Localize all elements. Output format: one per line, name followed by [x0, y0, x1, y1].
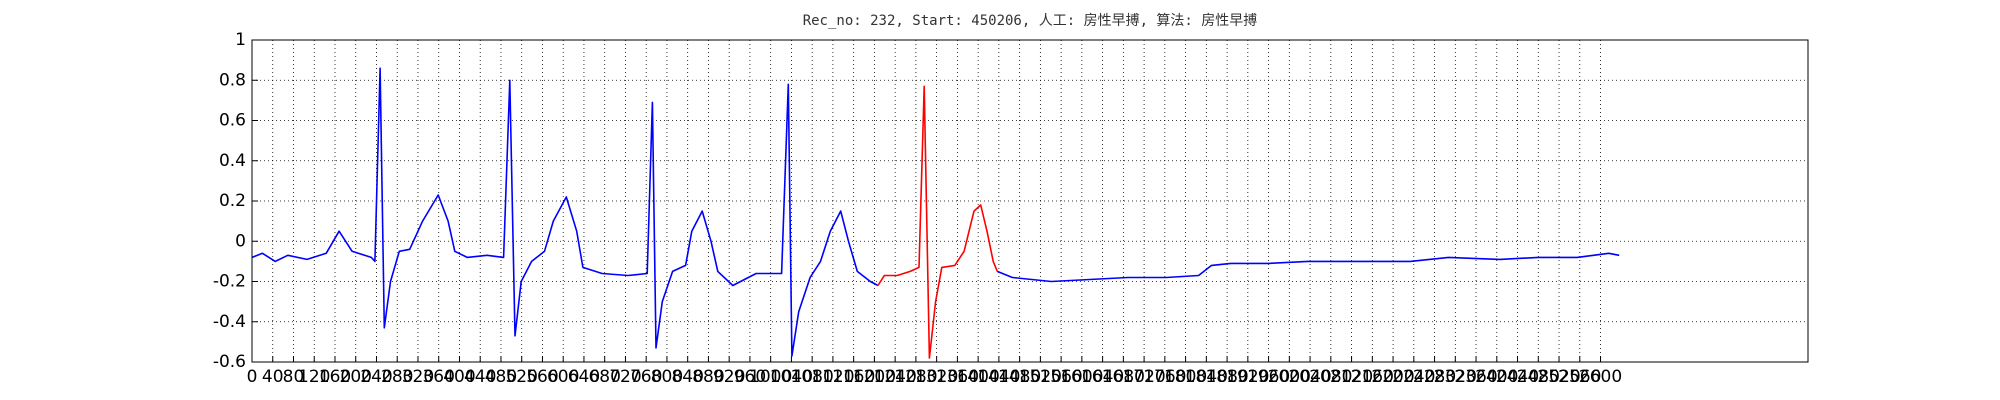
- x-tick-label: 2360: [1454, 367, 1497, 387]
- x-tick-label: 1640: [1081, 367, 1124, 387]
- chart-title: Rec_no: 232, Start: 450206, 人工: 房性早搏, 算法…: [803, 12, 1258, 29]
- x-tick-label: 1440: [977, 367, 1020, 387]
- x-tick-label: 1680: [1102, 367, 1145, 387]
- x-tick-label: 560: [526, 367, 558, 387]
- plot-frame: [251, 39, 1809, 363]
- x-tick-label: 1520: [1019, 367, 1062, 387]
- y-tick-label: -0.2: [213, 272, 246, 292]
- x-tick-label: 2280: [1413, 367, 1456, 387]
- x-tick-label: 920: [713, 367, 745, 387]
- x-tick-label: 360: [422, 367, 454, 387]
- x-tick-label: 2320: [1434, 367, 1477, 387]
- x-tick-label: 880: [692, 367, 724, 387]
- y-tick-label: 0.8: [219, 70, 246, 90]
- x-tick-label: 1080: [791, 367, 834, 387]
- y-tick-label: 0.4: [219, 151, 246, 171]
- x-tick-label: 1560: [1039, 367, 1082, 387]
- y-tick-label: 0: [235, 231, 246, 251]
- x-tick-label: 1920: [1226, 367, 1269, 387]
- x-tick-label: 1800: [1164, 367, 1207, 387]
- x-tick-label: 2160: [1351, 367, 1394, 387]
- x-tick-label: 2120: [1330, 367, 1373, 387]
- x-tick-label: 2080: [1309, 367, 1352, 387]
- x-tick-label: 40: [262, 367, 284, 387]
- x-tick-label: 680: [588, 367, 620, 387]
- x-tick-label: 1160: [832, 367, 875, 387]
- x-tick-label: 2560: [1558, 367, 1601, 387]
- x-tick-label: 840: [671, 367, 703, 387]
- y-tick-label: -0.6: [213, 352, 246, 372]
- x-tick-label: 1360: [936, 367, 979, 387]
- x-tick-label: 280: [381, 367, 413, 387]
- x-tick-label: 160: [319, 367, 351, 387]
- x-tick-label: 2400: [1475, 367, 1518, 387]
- x-tick-label: 2040: [1288, 367, 1331, 387]
- x-tick-label: 1880: [1205, 367, 1248, 387]
- x-tick-label: 1000: [749, 367, 792, 387]
- y-tick-label: -0.4: [213, 312, 246, 332]
- x-tick-label: 80: [283, 367, 305, 387]
- x-tick-label: 1320: [915, 367, 958, 387]
- x-tick-label: 440: [464, 367, 496, 387]
- x-tick-label: 320: [402, 367, 434, 387]
- x-tick-label: 240: [360, 367, 392, 387]
- x-tick-label: 2600: [1579, 367, 1622, 387]
- x-tick-label: 1760: [1143, 367, 1186, 387]
- x-tick-label: 1480: [998, 367, 1041, 387]
- x-tick-label: 1120: [811, 367, 854, 387]
- x-tick-label: 1600: [1060, 367, 1103, 387]
- data-line: [251, 67, 1620, 357]
- x-tick-label: 400: [443, 367, 475, 387]
- data-line: [877, 85, 999, 359]
- x-tick-label: 2200: [1371, 367, 1414, 387]
- x-tick-label: 1280: [894, 367, 937, 387]
- x-tick-label: 1040: [770, 367, 813, 387]
- x-tick-label: 2240: [1392, 367, 1435, 387]
- x-tick-label: 120: [298, 367, 330, 387]
- x-tick-label: 2000: [1268, 367, 1311, 387]
- y-tick-label: 0.6: [219, 111, 246, 131]
- x-tick-label: 2440: [1496, 367, 1539, 387]
- x-tick-label: 600: [547, 367, 579, 387]
- x-tick-label: 2480: [1517, 367, 1560, 387]
- x-tick-label: 640: [568, 367, 600, 387]
- x-tick-label: 520: [505, 367, 537, 387]
- x-tick-label: 2520: [1537, 367, 1580, 387]
- x-tick-label: 1720: [1122, 367, 1165, 387]
- x-tick-label: 960: [734, 367, 766, 387]
- x-tick-label: 1200: [853, 367, 896, 387]
- x-tick-label: 800: [651, 367, 683, 387]
- y-tick-label: 0.2: [219, 191, 246, 211]
- x-tick-label: 480: [485, 367, 517, 387]
- x-tick-label: 1840: [1185, 367, 1228, 387]
- x-tick-label: 1400: [957, 367, 1000, 387]
- x-tick-label: 1960: [1247, 367, 1290, 387]
- x-tick-label: 0: [247, 367, 258, 387]
- x-tick-label: 1240: [874, 367, 917, 387]
- x-tick-label: 760: [630, 367, 662, 387]
- y-tick-label: 1: [235, 30, 246, 50]
- x-tick-label: 720: [609, 367, 641, 387]
- x-tick-label: 200: [340, 367, 372, 387]
